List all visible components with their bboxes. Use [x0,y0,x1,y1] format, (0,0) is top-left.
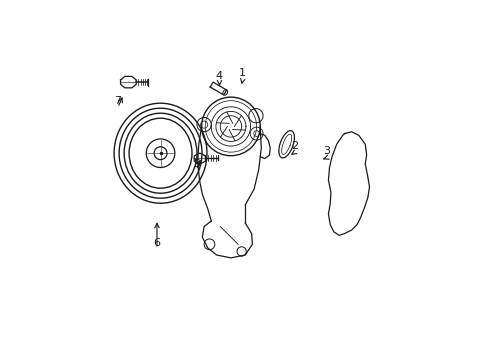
Text: 6: 6 [153,238,160,248]
Text: 1: 1 [239,68,246,78]
Text: 2: 2 [290,141,298,151]
Text: 7: 7 [114,96,121,107]
Text: 3: 3 [323,147,329,157]
Text: 5: 5 [192,159,200,169]
Text: 4: 4 [216,71,223,81]
